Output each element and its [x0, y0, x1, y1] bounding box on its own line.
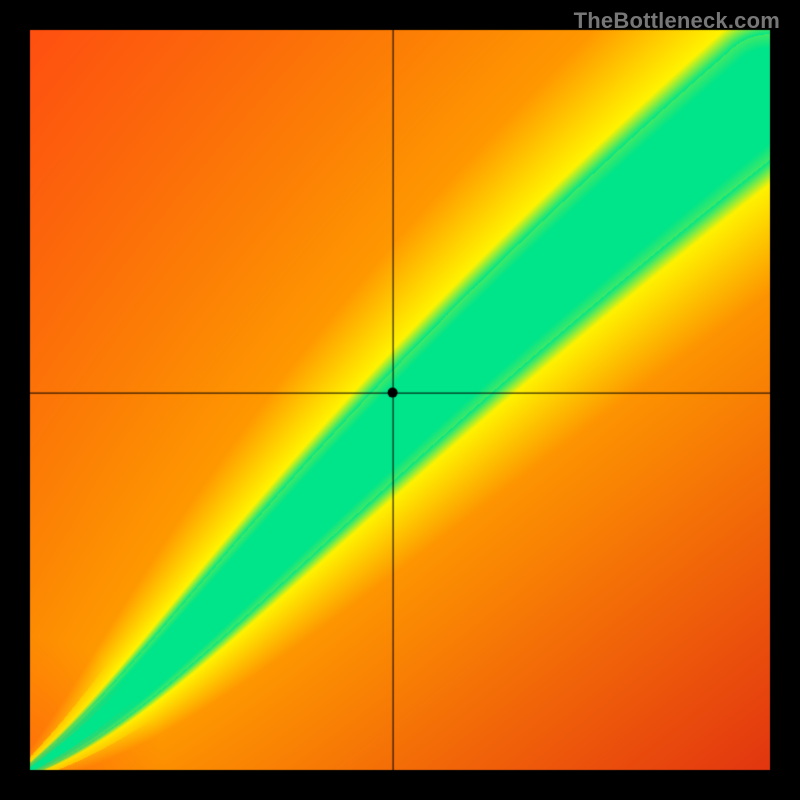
- chart-container: TheBottleneck.com: [0, 0, 800, 800]
- watermark-label: TheBottleneck.com: [574, 8, 780, 34]
- bottleneck-heatmap: [0, 0, 800, 800]
